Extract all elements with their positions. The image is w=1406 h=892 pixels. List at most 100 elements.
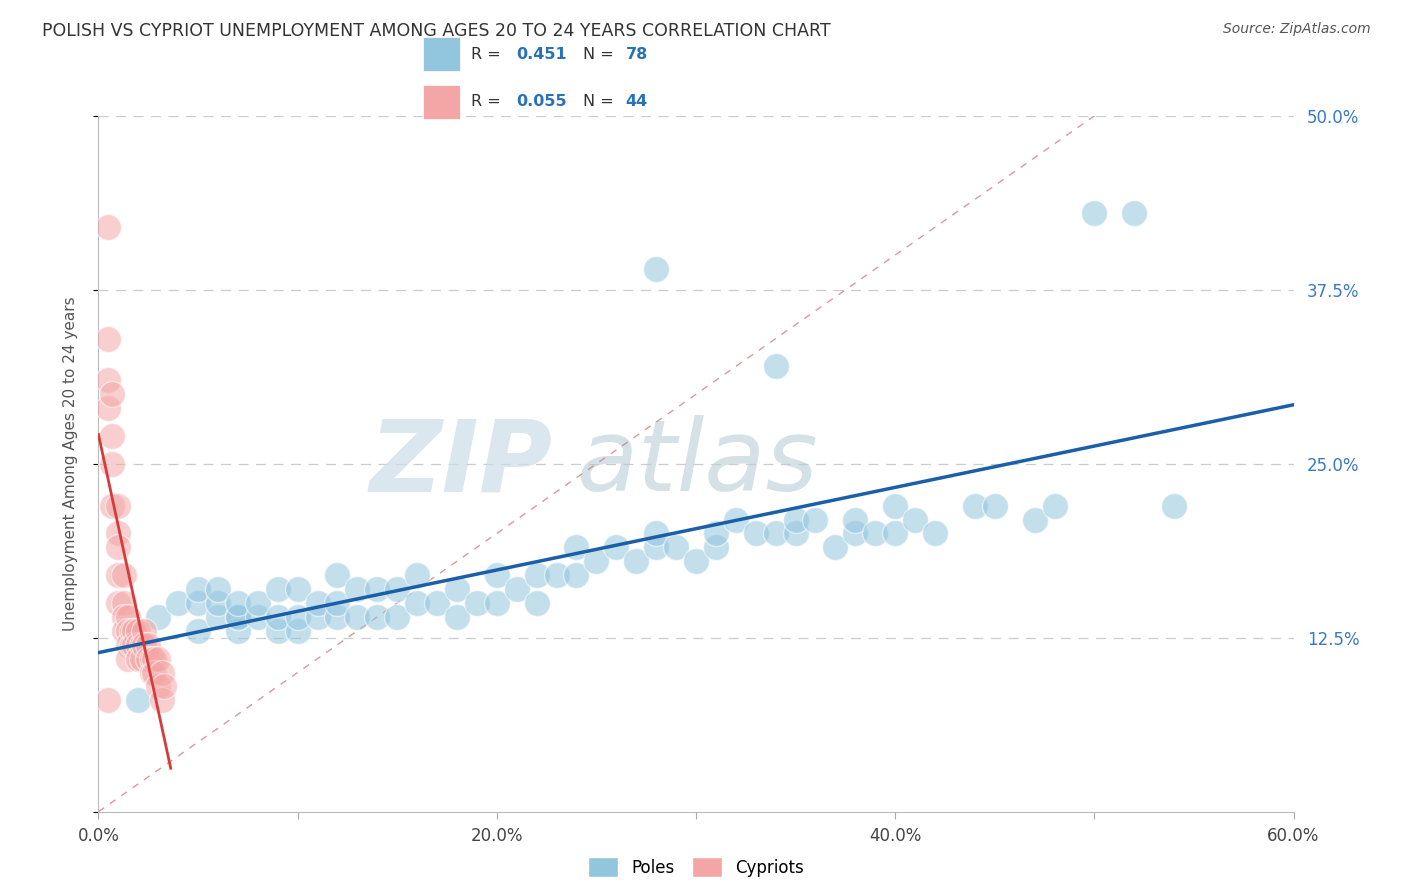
Point bbox=[150, 665, 173, 680]
Point bbox=[101, 429, 124, 443]
Point bbox=[1083, 206, 1105, 220]
Point bbox=[863, 526, 887, 541]
Point bbox=[136, 638, 159, 652]
Point bbox=[485, 596, 508, 610]
Bar bbox=[423, 86, 460, 119]
Point bbox=[141, 651, 163, 665]
Point bbox=[385, 582, 409, 596]
Point bbox=[844, 526, 866, 541]
Point bbox=[131, 651, 153, 665]
Point bbox=[287, 582, 309, 596]
Point bbox=[485, 568, 508, 582]
Point bbox=[1163, 499, 1185, 513]
Point bbox=[148, 680, 170, 694]
Point bbox=[246, 596, 269, 610]
Point bbox=[226, 596, 249, 610]
Point bbox=[724, 512, 747, 526]
Point bbox=[226, 610, 249, 624]
Point bbox=[124, 638, 146, 652]
Point bbox=[143, 651, 166, 665]
Point bbox=[326, 610, 349, 624]
Point bbox=[1043, 499, 1066, 513]
Point bbox=[844, 512, 866, 526]
Point bbox=[465, 596, 488, 610]
Legend: Poles, Cypriots: Poles, Cypriots bbox=[582, 851, 810, 883]
Point bbox=[585, 554, 607, 568]
Point bbox=[124, 624, 146, 638]
Point bbox=[326, 568, 349, 582]
Point bbox=[645, 541, 668, 555]
Point bbox=[366, 610, 388, 624]
Point bbox=[526, 568, 548, 582]
Point bbox=[426, 596, 449, 610]
Point bbox=[226, 610, 249, 624]
Bar bbox=[423, 37, 460, 70]
Point bbox=[121, 638, 143, 652]
Point bbox=[143, 665, 166, 680]
Point bbox=[187, 596, 209, 610]
Point bbox=[446, 582, 468, 596]
Point bbox=[645, 262, 668, 277]
Point bbox=[127, 624, 149, 638]
Point bbox=[307, 610, 329, 624]
Point bbox=[765, 359, 787, 374]
Text: 0.055: 0.055 bbox=[516, 95, 567, 109]
Point bbox=[685, 554, 707, 568]
Point bbox=[446, 610, 468, 624]
Point bbox=[112, 568, 135, 582]
Point bbox=[117, 651, 139, 665]
Point bbox=[565, 568, 588, 582]
Point bbox=[904, 512, 927, 526]
Text: R =: R = bbox=[471, 95, 506, 109]
Point bbox=[150, 693, 173, 707]
Text: 78: 78 bbox=[626, 47, 648, 62]
Point bbox=[134, 624, 156, 638]
Text: 44: 44 bbox=[626, 95, 648, 109]
Point bbox=[127, 638, 149, 652]
Point bbox=[101, 499, 124, 513]
Point bbox=[131, 638, 153, 652]
Point bbox=[148, 651, 170, 665]
Point bbox=[366, 582, 388, 596]
Point bbox=[326, 596, 349, 610]
Point bbox=[226, 624, 249, 638]
Point bbox=[97, 401, 120, 416]
Point bbox=[97, 373, 120, 387]
Point bbox=[97, 332, 120, 346]
Point bbox=[924, 526, 946, 541]
Point bbox=[645, 526, 668, 541]
Point bbox=[704, 541, 727, 555]
Point bbox=[267, 610, 290, 624]
Point bbox=[246, 610, 269, 624]
Point bbox=[824, 541, 846, 555]
Point bbox=[626, 554, 648, 568]
Point bbox=[187, 624, 209, 638]
Point bbox=[107, 568, 129, 582]
Point bbox=[117, 610, 139, 624]
Point bbox=[385, 610, 409, 624]
Point bbox=[346, 610, 368, 624]
Point bbox=[97, 220, 120, 235]
Text: N =: N = bbox=[583, 95, 620, 109]
Point bbox=[406, 568, 429, 582]
Point bbox=[112, 624, 135, 638]
Text: 0.451: 0.451 bbox=[516, 47, 567, 62]
Point bbox=[97, 693, 120, 707]
Point bbox=[307, 596, 329, 610]
Point bbox=[267, 582, 290, 596]
Point bbox=[112, 610, 135, 624]
Point bbox=[506, 582, 529, 596]
Point bbox=[207, 582, 229, 596]
Text: R =: R = bbox=[471, 47, 506, 62]
Point bbox=[406, 596, 429, 610]
Point bbox=[167, 596, 190, 610]
Point bbox=[804, 512, 827, 526]
Point bbox=[765, 526, 787, 541]
Point bbox=[785, 512, 807, 526]
Point bbox=[101, 387, 124, 401]
Point bbox=[704, 526, 727, 541]
Point bbox=[136, 651, 159, 665]
Text: ZIP: ZIP bbox=[370, 416, 553, 512]
Point bbox=[127, 693, 149, 707]
Point bbox=[546, 568, 568, 582]
